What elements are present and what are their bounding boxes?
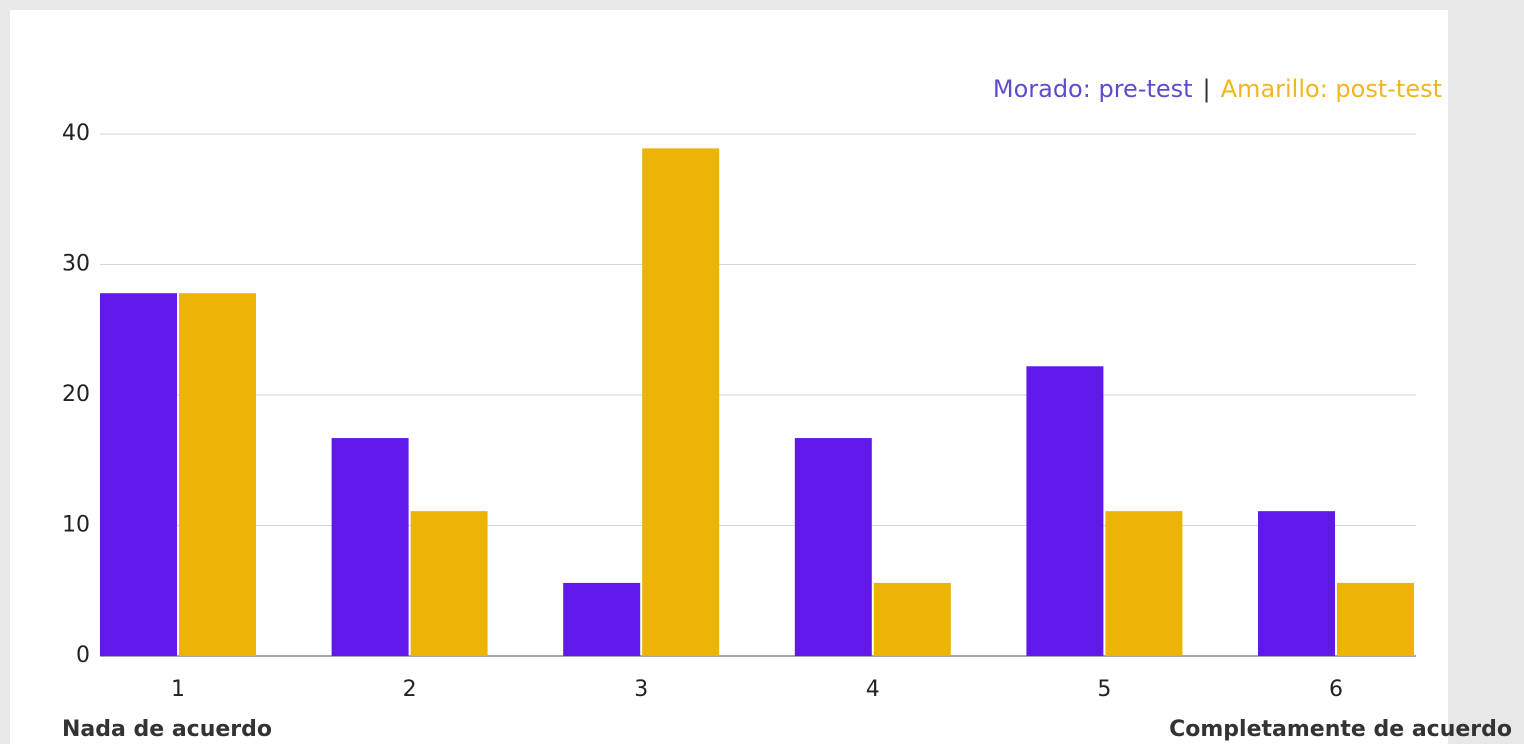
- bar: [1026, 366, 1104, 656]
- x-axis-label-right: Completamente de acuerdo: [1169, 717, 1512, 742]
- x-tick-label: 3: [634, 677, 648, 702]
- bar: [1337, 582, 1414, 656]
- x-axis-label-left: Nada de acuerdo: [62, 717, 272, 742]
- x-tick-label: 4: [866, 677, 880, 702]
- x-tick-label: 2: [403, 677, 417, 702]
- y-tick-label: 10: [62, 513, 90, 538]
- bar: [1258, 511, 1335, 656]
- legend-separator: |: [1203, 75, 1211, 103]
- legend-entry: Morado: pre-test: [993, 75, 1193, 103]
- bar: [642, 148, 720, 657]
- x-tick-label: 6: [1329, 677, 1343, 702]
- x-tick-label: 1: [171, 677, 185, 702]
- y-tick-label: 20: [62, 382, 90, 407]
- bar: [410, 511, 488, 656]
- bar: [873, 582, 951, 656]
- bar: [331, 438, 409, 656]
- bar: [100, 293, 177, 656]
- y-tick-label: 30: [62, 252, 90, 277]
- y-tick-label: 0: [76, 643, 90, 668]
- bar: [563, 582, 641, 656]
- legend: Morado: pre-test | Amarillo: post-test: [993, 75, 1442, 103]
- legend-entry: Amarillo: post-test: [1221, 75, 1442, 103]
- bar: [794, 438, 872, 656]
- x-tick-label: 5: [1097, 677, 1111, 702]
- bar: [179, 293, 256, 656]
- bar: [1105, 511, 1183, 656]
- y-tick-label: 40: [62, 121, 90, 146]
